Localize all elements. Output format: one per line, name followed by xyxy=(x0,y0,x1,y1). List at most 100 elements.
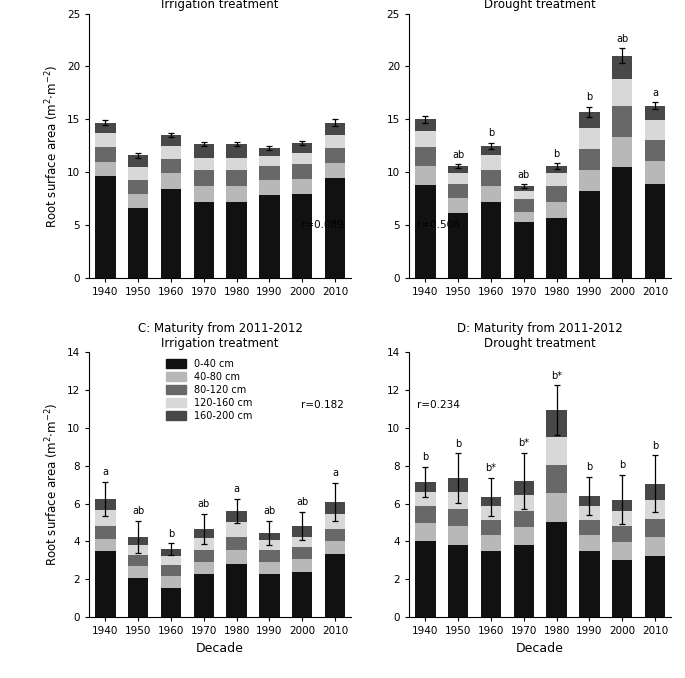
Bar xyxy=(259,533,279,540)
Bar xyxy=(292,559,312,572)
Bar xyxy=(645,519,665,537)
Bar xyxy=(194,574,214,617)
Bar xyxy=(448,509,469,526)
Bar xyxy=(227,144,247,157)
Bar xyxy=(194,529,214,538)
Bar xyxy=(259,148,279,157)
Bar xyxy=(415,541,436,617)
Bar xyxy=(95,176,116,278)
Bar xyxy=(580,128,599,149)
Text: ab: ab xyxy=(452,150,464,159)
Text: b*: b* xyxy=(486,463,497,473)
Bar xyxy=(481,186,501,202)
Bar xyxy=(612,511,632,526)
Bar xyxy=(481,170,501,186)
Bar xyxy=(227,157,247,170)
Bar xyxy=(194,144,214,157)
Bar xyxy=(481,506,501,519)
Text: a: a xyxy=(332,468,338,478)
Bar xyxy=(448,198,469,213)
Bar xyxy=(547,437,566,465)
Text: b: b xyxy=(619,460,625,471)
Text: r=0.234: r=0.234 xyxy=(417,400,460,410)
Bar xyxy=(259,574,279,617)
Bar xyxy=(292,526,312,537)
Bar xyxy=(292,547,312,559)
Bar xyxy=(259,562,279,574)
Bar xyxy=(292,179,312,193)
Bar xyxy=(292,537,312,547)
Bar xyxy=(194,170,214,186)
Text: ab: ab xyxy=(132,506,145,516)
Bar xyxy=(325,178,345,278)
Bar xyxy=(580,506,599,519)
Text: b: b xyxy=(422,452,429,462)
Bar xyxy=(481,551,501,617)
Bar xyxy=(580,149,599,170)
Bar xyxy=(128,155,149,167)
Bar xyxy=(547,410,566,437)
Bar xyxy=(325,554,345,617)
Bar xyxy=(325,502,345,514)
Bar xyxy=(227,186,247,202)
Bar xyxy=(227,511,247,523)
Bar xyxy=(128,578,149,617)
Bar xyxy=(612,106,632,138)
Title: C: Maturity from 2011-2012
Irrigation treatment: C: Maturity from 2011-2012 Irrigation tr… xyxy=(138,322,303,350)
Bar xyxy=(514,191,534,199)
Bar xyxy=(448,166,469,174)
Bar xyxy=(448,526,469,545)
Bar xyxy=(128,555,149,566)
Bar xyxy=(161,146,181,159)
Bar xyxy=(161,557,181,565)
Bar xyxy=(415,506,436,523)
Bar xyxy=(128,566,149,578)
Text: r=0.089: r=0.089 xyxy=(301,220,343,230)
Bar xyxy=(194,157,214,170)
X-axis label: Decade: Decade xyxy=(516,641,564,654)
Bar xyxy=(415,482,436,492)
Bar xyxy=(547,523,566,617)
Bar xyxy=(547,166,566,174)
Bar xyxy=(580,535,599,551)
Bar xyxy=(227,564,247,617)
Bar xyxy=(481,202,501,278)
Text: b: b xyxy=(652,441,658,451)
Text: ab: ab xyxy=(296,498,308,507)
Text: a: a xyxy=(103,467,108,477)
Bar xyxy=(514,199,534,212)
Bar xyxy=(128,537,149,545)
Text: ab: ab xyxy=(263,506,275,516)
Text: ab: ab xyxy=(616,35,628,44)
Bar xyxy=(194,202,214,278)
Bar xyxy=(161,189,181,278)
Bar xyxy=(514,222,534,278)
Bar xyxy=(128,208,149,278)
Bar xyxy=(325,529,345,541)
Title: A: Anthesis from 2011-2012
Irrigation treatment: A: Anthesis from 2011-2012 Irrigation tr… xyxy=(138,0,303,11)
Bar xyxy=(547,493,566,523)
Bar xyxy=(514,481,534,495)
Bar xyxy=(481,146,501,155)
Text: ab: ab xyxy=(518,170,530,180)
Bar xyxy=(612,167,632,278)
Bar xyxy=(325,163,345,178)
Bar xyxy=(95,510,116,526)
Bar xyxy=(645,557,665,617)
Bar xyxy=(645,140,665,161)
Text: a: a xyxy=(652,88,658,98)
Bar xyxy=(325,514,345,529)
Bar xyxy=(161,549,181,557)
Bar xyxy=(325,541,345,554)
Bar xyxy=(514,495,534,511)
Bar xyxy=(227,170,247,186)
Bar xyxy=(448,213,469,278)
Bar xyxy=(645,500,665,519)
Bar xyxy=(514,545,534,617)
Bar xyxy=(95,162,116,176)
Bar xyxy=(95,133,116,147)
Bar xyxy=(645,483,665,500)
Bar xyxy=(161,588,181,617)
Bar xyxy=(259,540,279,550)
Bar xyxy=(415,185,436,278)
